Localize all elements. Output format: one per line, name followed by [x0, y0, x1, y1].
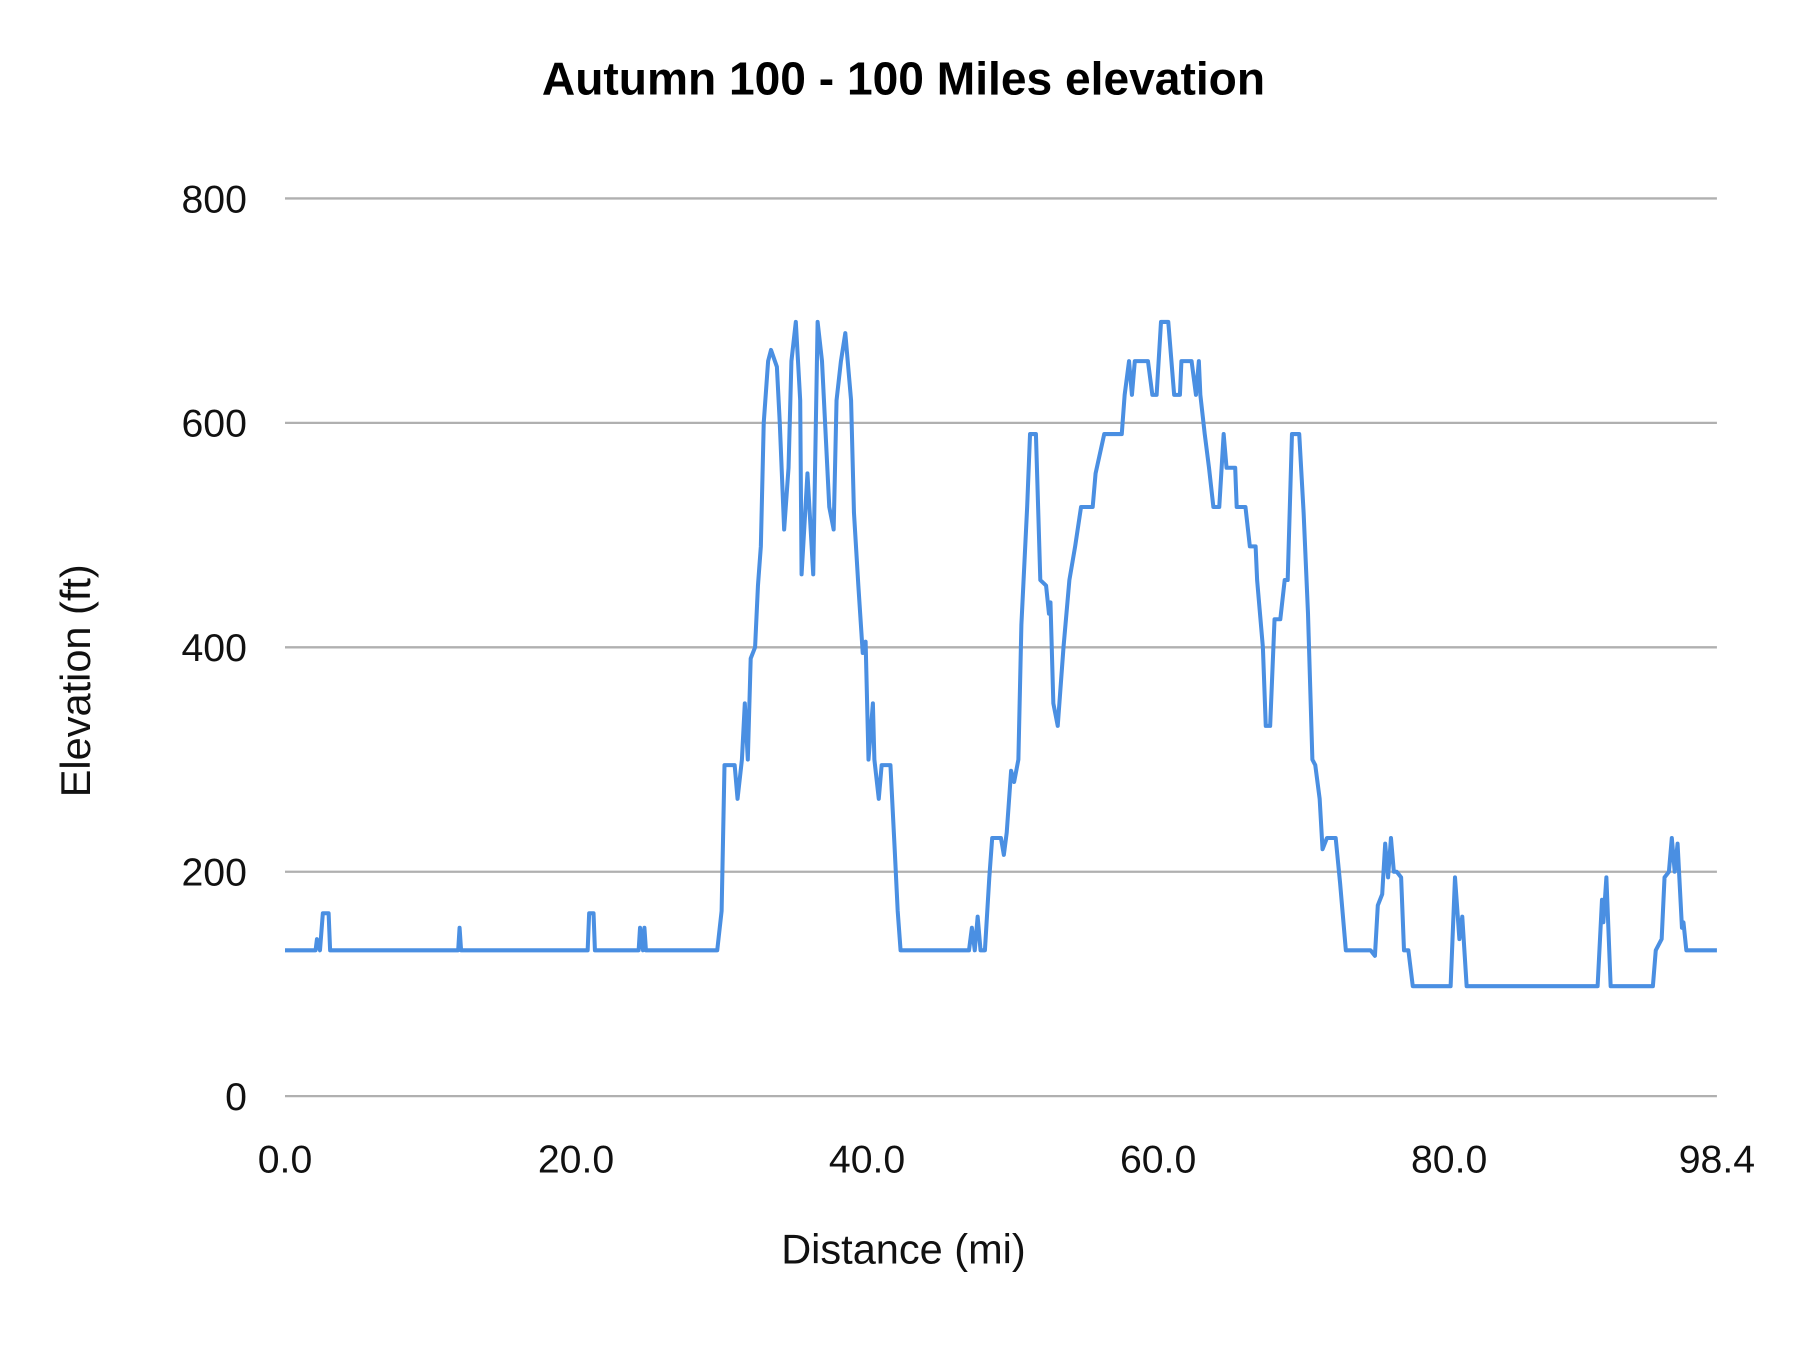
x-axis-label: Distance (mi)	[781, 1225, 1026, 1272]
gridlines	[285, 197, 1717, 1098]
chart-title: Autumn 100 - 100 Miles elevation	[542, 53, 1265, 105]
x-tick-label: 0.0	[258, 1137, 313, 1181]
series-group	[285, 319, 1717, 989]
y-tick-label: 600	[181, 402, 246, 446]
x-tick-label: 40.0	[829, 1137, 905, 1181]
y-axis-ticks: 0 200 400 600 800	[181, 177, 246, 1119]
x-tick-label: 98.4	[1679, 1137, 1755, 1181]
y-tick-label: 0	[225, 1075, 247, 1119]
x-tick-label: 80.0	[1411, 1137, 1487, 1181]
x-axis-ticks: 0.0 20.0 40.0 60.0 80.0 98.4	[258, 1137, 1755, 1181]
x-tick-label: 60.0	[1120, 1137, 1196, 1181]
y-tick-label: 200	[181, 851, 246, 895]
y-tick-label: 400	[181, 626, 246, 670]
elevation-line	[285, 319, 1717, 989]
y-tick-label: 800	[181, 177, 246, 221]
x-tick-label: 20.0	[538, 1137, 614, 1181]
y-axis-label: Elevation (ft)	[52, 564, 99, 797]
